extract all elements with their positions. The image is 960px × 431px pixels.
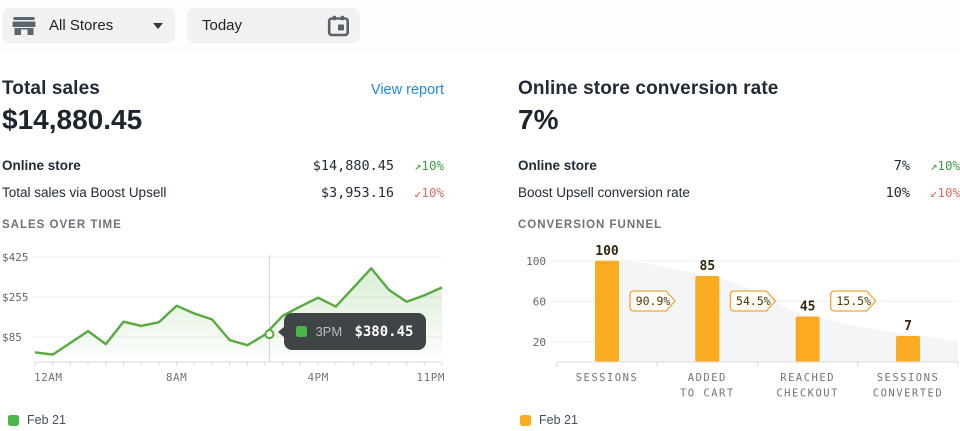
view-report-link[interactable]: View report (370, 82, 444, 98)
svg-text:CONVERTED: CONVERTED (873, 388, 943, 400)
date-selector-label: Today (202, 17, 243, 34)
conversion-rate-card: Online store conversion rate 7% Online s… (518, 72, 960, 431)
trend-badge-down: ↙10% (930, 185, 960, 200)
svg-text:SESSIONS: SESSIONS (877, 372, 940, 384)
metric-label: Total sales via Boost Upsell (2, 185, 167, 200)
storefront-icon (11, 14, 37, 38)
metric-row-boost-upsell-rate: Boost Upsell conversion rate 10% ↙10% (518, 179, 960, 206)
svg-text:7: 7 (904, 319, 912, 334)
legend-swatch-green (8, 414, 19, 426)
svg-text:12AM: 12AM (34, 371, 63, 384)
trend-badge-down: ↙10% (414, 185, 444, 200)
chevron-down-icon (153, 22, 163, 29)
svg-text:85: 85 (700, 259, 716, 274)
metric-row-online-store-rate: Online store 7% ↗10% (518, 152, 960, 179)
svg-text:$85: $85 (2, 331, 22, 344)
conversion-breakdown: Online store 7% ↗10% Boost Upsell conver… (518, 152, 960, 206)
metric-value: $3,953.16 (320, 184, 394, 201)
date-selector-button[interactable]: Today (187, 8, 360, 43)
trend-badge-up: ↗10% (930, 158, 960, 173)
metric-label: Online store (2, 158, 81, 173)
total-sales-card: Total sales View report $14,880.45 Onlin… (2, 72, 445, 431)
svg-text:54.5%: 54.5% (736, 294, 771, 308)
sales-over-time-heading: SALES OVER TIME (2, 219, 122, 231)
store-selector-button[interactable]: All Stores (2, 8, 175, 43)
metric-row-online-store: Online store $14,880.45 ↗10% (2, 152, 444, 179)
svg-text:SESSIONS: SESSIONS (576, 372, 639, 384)
svg-text:45: 45 (800, 299, 816, 314)
svg-text:ADDED: ADDED (688, 372, 727, 384)
metric-row-boost-upsell: Total sales via Boost Upsell $3,953.16 ↙… (2, 179, 444, 206)
svg-text:REACHED: REACHED (780, 372, 835, 384)
svg-text:100: 100 (526, 255, 546, 268)
svg-text:20: 20 (533, 336, 546, 349)
tooltip-series-swatch (296, 326, 308, 338)
metric-label: Online store (518, 158, 597, 173)
conversion-rate-title: Online store conversion rate (518, 78, 779, 99)
svg-text:TO CART: TO CART (680, 388, 735, 400)
legend-label: Feb 21 (539, 413, 578, 427)
trend-down-icon: ↙ (930, 186, 938, 200)
funnel-chart-legend: Feb 21 (520, 413, 578, 427)
total-sales-big-value: $14,880.45 (2, 104, 143, 135)
metric-label: Boost Upsell conversion rate (518, 185, 690, 200)
svg-text:8AM: 8AM (166, 371, 187, 384)
conversion-rate-big-value: 7% (518, 104, 559, 135)
svg-text:CHECKOUT: CHECKOUT (776, 388, 839, 400)
svg-text:$425: $425 (2, 251, 29, 264)
trend-badge-up: ↗10% (414, 158, 444, 173)
tooltip-value: $380.45 (354, 323, 414, 340)
svg-text:4PM: 4PM (307, 371, 328, 384)
metric-value: $14,880.45 (312, 157, 394, 174)
conversion-funnel-heading: CONVERSION FUNNEL (518, 219, 663, 231)
legend-swatch-orange (520, 414, 531, 426)
metric-value: 10% (885, 184, 910, 201)
sales-chart-legend: Feb 21 (8, 413, 66, 427)
conversion-funnel-chart[interactable]: 20 60 100 100 85 45 7 90.9% 54.5% 15.5% SESSIONS AD… (518, 243, 960, 403)
trend-down-icon: ↙ (414, 186, 422, 200)
trend-up-icon: ↗ (930, 159, 938, 173)
calendar-icon (327, 14, 350, 38)
svg-text:90.9%: 90.9% (636, 294, 671, 308)
total-sales-title: Total sales (2, 78, 100, 99)
metric-value: 7% (893, 157, 910, 174)
svg-text:100: 100 (595, 244, 619, 259)
total-sales-breakdown: Online store $14,880.45 ↗10% Total sales… (2, 152, 444, 206)
svg-text:60: 60 (533, 295, 546, 308)
top-bar: All Stores Today (0, 0, 960, 52)
tooltip-time-label: 3PM (315, 324, 343, 340)
svg-text:11PM: 11PM (417, 371, 445, 384)
store-selector-label: All Stores (49, 17, 114, 34)
svg-text:15.5%: 15.5% (836, 294, 871, 308)
legend-label: Feb 21 (27, 413, 66, 427)
trend-up-icon: ↗ (414, 159, 422, 173)
chart-tooltip: 3PM $380.45 (278, 313, 427, 351)
svg-text:$255: $255 (2, 291, 29, 304)
